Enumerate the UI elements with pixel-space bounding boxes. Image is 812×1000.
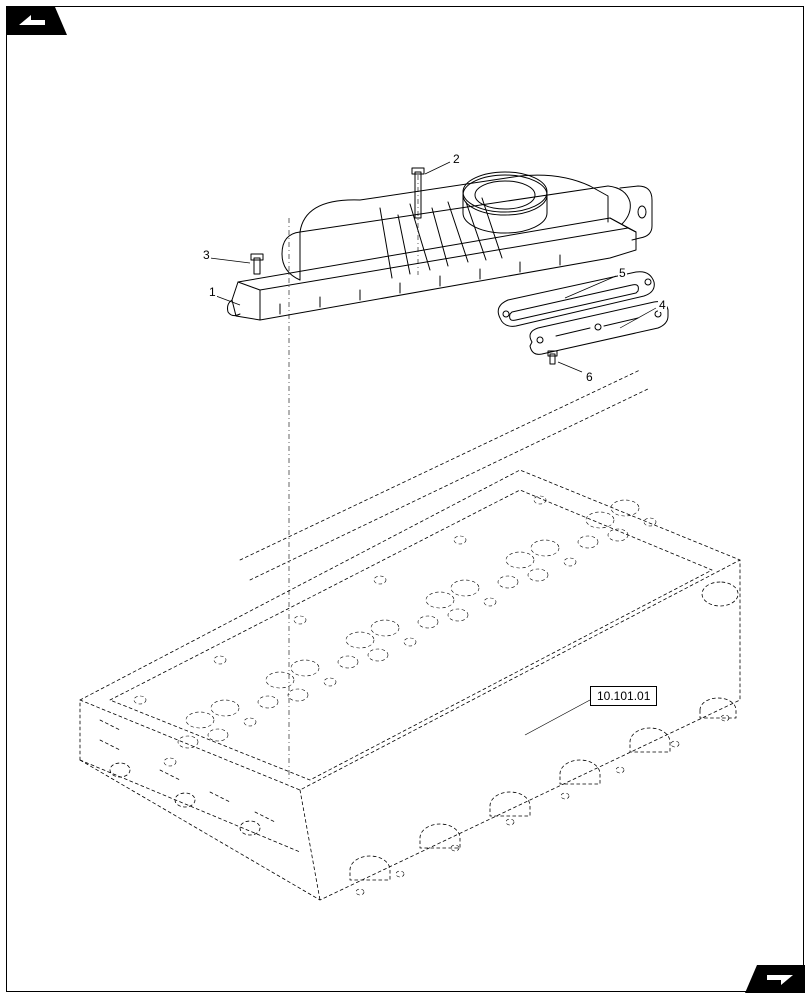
page-border <box>6 6 804 992</box>
callout-3: 3 <box>202 248 211 262</box>
callout-6: 6 <box>585 370 594 384</box>
callout-5: 5 <box>618 266 627 280</box>
page-root: 1 2 3 4 5 6 10.101.01 <box>0 0 812 1000</box>
callout-1: 1 <box>208 285 217 299</box>
callout-2: 2 <box>452 152 461 166</box>
callout-4: 4 <box>658 298 667 312</box>
reference-crosslink[interactable]: 10.101.01 <box>590 686 657 706</box>
